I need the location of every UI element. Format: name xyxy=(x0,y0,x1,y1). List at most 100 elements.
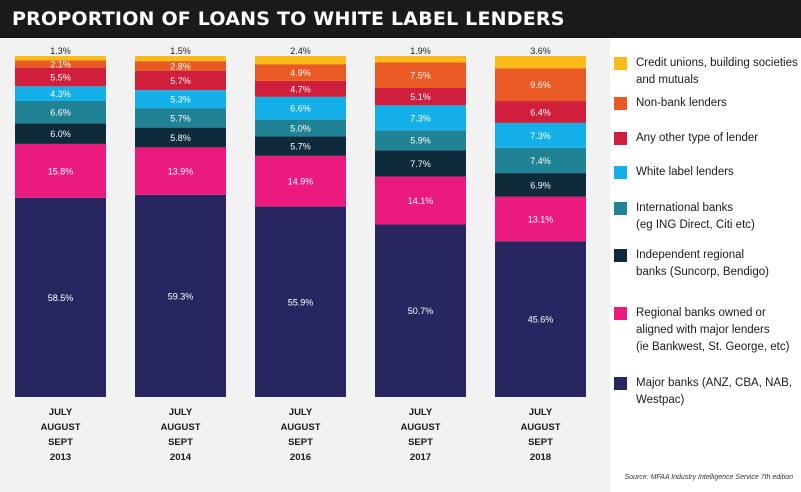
category-label: SEPT xyxy=(528,437,553,448)
data-label: 1.3% xyxy=(50,46,71,56)
bar-segment xyxy=(495,173,586,197)
data-label: 4.7% xyxy=(290,84,311,94)
data-label: 9.6% xyxy=(530,80,551,90)
category-label: AUGUST xyxy=(400,422,440,433)
category-label: AUGUST xyxy=(520,422,560,433)
bar-segment xyxy=(15,197,106,397)
legend-label: Regional banks owned or aligned with majo… xyxy=(636,307,790,353)
data-label: 13.9% xyxy=(168,167,194,177)
data-label: 3.6% xyxy=(530,46,551,56)
bar-segment xyxy=(375,56,466,63)
data-label: 6.4% xyxy=(530,107,551,117)
bar-segment xyxy=(495,122,586,148)
legend-swatch xyxy=(614,57,627,70)
legend-swatch xyxy=(614,132,627,145)
category-label: JULY xyxy=(169,407,193,418)
bar-segment xyxy=(135,108,226,128)
legend-swatch xyxy=(614,97,627,110)
legend-swatch xyxy=(614,202,627,215)
source-note: Source: MFAA Industry Intelligence Servi… xyxy=(624,474,793,481)
bar-segment xyxy=(255,96,346,120)
data-label: 5.7% xyxy=(290,142,311,152)
bar-segment xyxy=(495,196,586,242)
bar-segment xyxy=(255,56,346,65)
stacked-bar-chart: 58.5% 15.8% 6.0% 6.6% 4.3% 5.5% 2.1% 1.3% JULY AU… xyxy=(15,46,586,463)
bar-segment xyxy=(135,147,226,195)
category-label: 2017 xyxy=(410,452,431,463)
data-label: 2.1% xyxy=(50,60,71,70)
bar-segment xyxy=(255,206,346,397)
legend-label: Major banks (ANZ, CBA, NAB, Westpac) xyxy=(636,377,792,406)
bar-segment xyxy=(375,87,466,106)
data-label: 55.9% xyxy=(288,297,314,307)
bar-segment xyxy=(495,101,586,123)
category-label: 2013 xyxy=(50,452,71,463)
bar-segment xyxy=(135,70,226,91)
data-label: 4.3% xyxy=(50,89,71,99)
data-label: 6.6% xyxy=(50,108,71,118)
category-label: SEPT xyxy=(288,437,313,448)
data-label: 59.3% xyxy=(168,291,194,301)
legend-swatch xyxy=(614,307,627,320)
bar-segment xyxy=(255,119,346,137)
category-label: JULY xyxy=(409,407,433,418)
legend-swatch xyxy=(614,166,627,179)
bar-segment xyxy=(495,68,586,102)
bar-segment xyxy=(15,123,106,144)
category-label: JULY xyxy=(49,407,73,418)
bar-segment xyxy=(15,100,106,124)
data-label: 5.9% xyxy=(410,136,431,146)
data-label: 14.9% xyxy=(288,177,314,187)
data-label: 2.8% xyxy=(170,61,191,71)
bar-segment xyxy=(15,60,106,68)
bar-segment xyxy=(375,62,466,88)
bar-segment xyxy=(495,56,586,69)
category-label: AUGUST xyxy=(280,422,320,433)
bar-segment xyxy=(375,105,466,131)
data-label: 13.1% xyxy=(528,214,554,224)
data-label: 5.7% xyxy=(170,76,191,86)
legend-swatch xyxy=(614,249,627,262)
bar-segment xyxy=(375,150,466,177)
category-label: AUGUST xyxy=(160,422,200,433)
data-label: 45.6% xyxy=(528,315,554,325)
data-label: 2.4% xyxy=(290,46,311,56)
data-label: 1.9% xyxy=(410,46,431,56)
legend-label: White label lenders xyxy=(636,166,734,178)
bar-segment xyxy=(135,61,226,71)
data-label: 6.9% xyxy=(530,180,551,190)
data-label: 5.0% xyxy=(290,123,311,133)
bar-segment xyxy=(135,90,226,109)
data-label: 7.3% xyxy=(530,131,551,141)
bar-segment xyxy=(255,80,346,97)
data-label: 6.6% xyxy=(290,104,311,114)
data-label: 5.3% xyxy=(170,95,191,105)
data-label: 15.8% xyxy=(48,166,74,176)
bar-segment xyxy=(255,155,346,207)
data-label: 4.9% xyxy=(290,68,311,78)
data-label: 7.4% xyxy=(530,156,551,166)
data-label: 58.5% xyxy=(48,293,74,303)
data-label: 50.7% xyxy=(408,306,434,316)
bar-segment xyxy=(495,241,586,397)
bar-segment xyxy=(495,147,586,174)
category-label: SEPT xyxy=(48,437,73,448)
legend-label: Credit unions, building societies and mut… xyxy=(636,57,798,86)
category-label: 2018 xyxy=(530,452,551,463)
category-label: AUGUST xyxy=(40,422,80,433)
plot-area: 58.5% 15.8% 6.0% 6.6% 4.3% 5.5% 2.1% 1.3% JULY AU… xyxy=(0,38,610,492)
data-label: 6.0% xyxy=(50,129,71,139)
data-label: 5.8% xyxy=(170,133,191,143)
category-label: 2016 xyxy=(290,452,311,463)
data-label: 5.5% xyxy=(50,72,71,82)
data-label: 1.5% xyxy=(170,46,191,56)
bar-segment xyxy=(375,130,466,151)
bar-segment xyxy=(375,176,466,225)
bar-segment xyxy=(255,64,346,81)
legend-label: Non-bank lenders xyxy=(636,97,727,109)
bar-segment xyxy=(15,56,106,61)
legend-label: Independent regional banks (Suncorp, Bend… xyxy=(636,249,769,278)
legend-label: Any other type of lender xyxy=(636,132,759,144)
category-label: SEPT xyxy=(168,437,193,448)
bar-segment xyxy=(135,56,226,62)
